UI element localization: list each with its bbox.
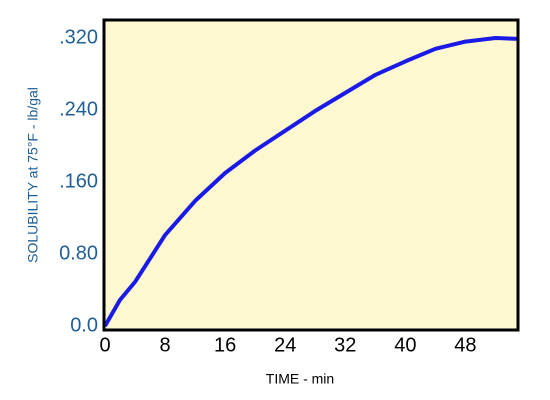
plot-area (104, 20, 518, 330)
y-tick-label: 0.80 (59, 242, 98, 264)
y-axis-label: SOLUBILITY at 75°F - lb/gal (25, 87, 41, 263)
x-tick-label: 8 (160, 334, 171, 356)
x-tick-label: 48 (454, 334, 476, 356)
x-tick-label: 24 (274, 334, 296, 356)
x-tick-label: 16 (214, 334, 236, 356)
x-tick-label: 0 (99, 334, 110, 356)
y-tick-label: .160 (59, 170, 98, 192)
y-tick-label: .240 (59, 98, 98, 120)
plot-frame (102, 18, 520, 332)
data-line (103, 36, 519, 327)
x-tick-label: 40 (394, 334, 416, 356)
x-axis-label: TIME - min (266, 371, 334, 387)
x-tick-label: 32 (334, 334, 356, 356)
y-tick-label: 0.0 (70, 314, 98, 336)
y-tick-label: .320 (59, 26, 98, 48)
